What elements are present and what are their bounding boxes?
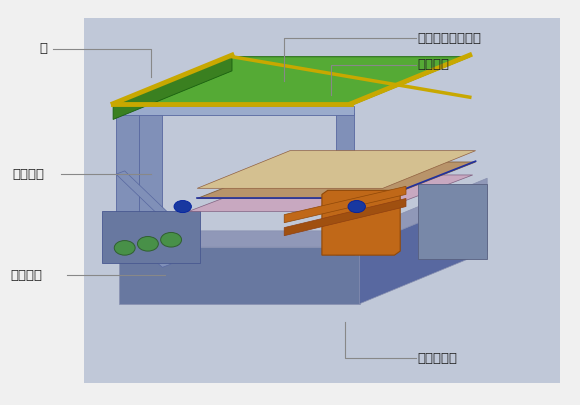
Polygon shape (113, 57, 470, 105)
Polygon shape (116, 106, 354, 115)
Polygon shape (139, 114, 162, 247)
Circle shape (174, 200, 191, 213)
Polygon shape (102, 211, 200, 263)
Polygon shape (418, 184, 487, 259)
Text: ブリッジ: ブリッジ (13, 168, 45, 181)
Polygon shape (116, 224, 171, 267)
Polygon shape (360, 194, 487, 304)
Polygon shape (116, 171, 171, 219)
Polygon shape (113, 57, 232, 119)
Text: スライダ: スライダ (418, 58, 450, 71)
Polygon shape (197, 162, 476, 198)
Polygon shape (322, 190, 400, 255)
Polygon shape (197, 151, 476, 188)
Text: プッシャー: プッシャー (418, 352, 458, 365)
Polygon shape (116, 114, 139, 247)
Polygon shape (119, 178, 487, 247)
Text: ドライブユニット: ドライブユニット (418, 32, 481, 45)
Polygon shape (119, 247, 360, 304)
Circle shape (137, 237, 158, 251)
Polygon shape (336, 113, 354, 255)
Polygon shape (188, 175, 473, 211)
Text: コンベア: コンベア (10, 269, 42, 282)
Circle shape (348, 200, 365, 213)
Circle shape (161, 232, 182, 247)
Polygon shape (284, 198, 406, 236)
Bar (84, 18, 560, 383)
Circle shape (114, 241, 135, 255)
Polygon shape (284, 186, 406, 223)
Text: 棚: 棚 (39, 42, 48, 55)
